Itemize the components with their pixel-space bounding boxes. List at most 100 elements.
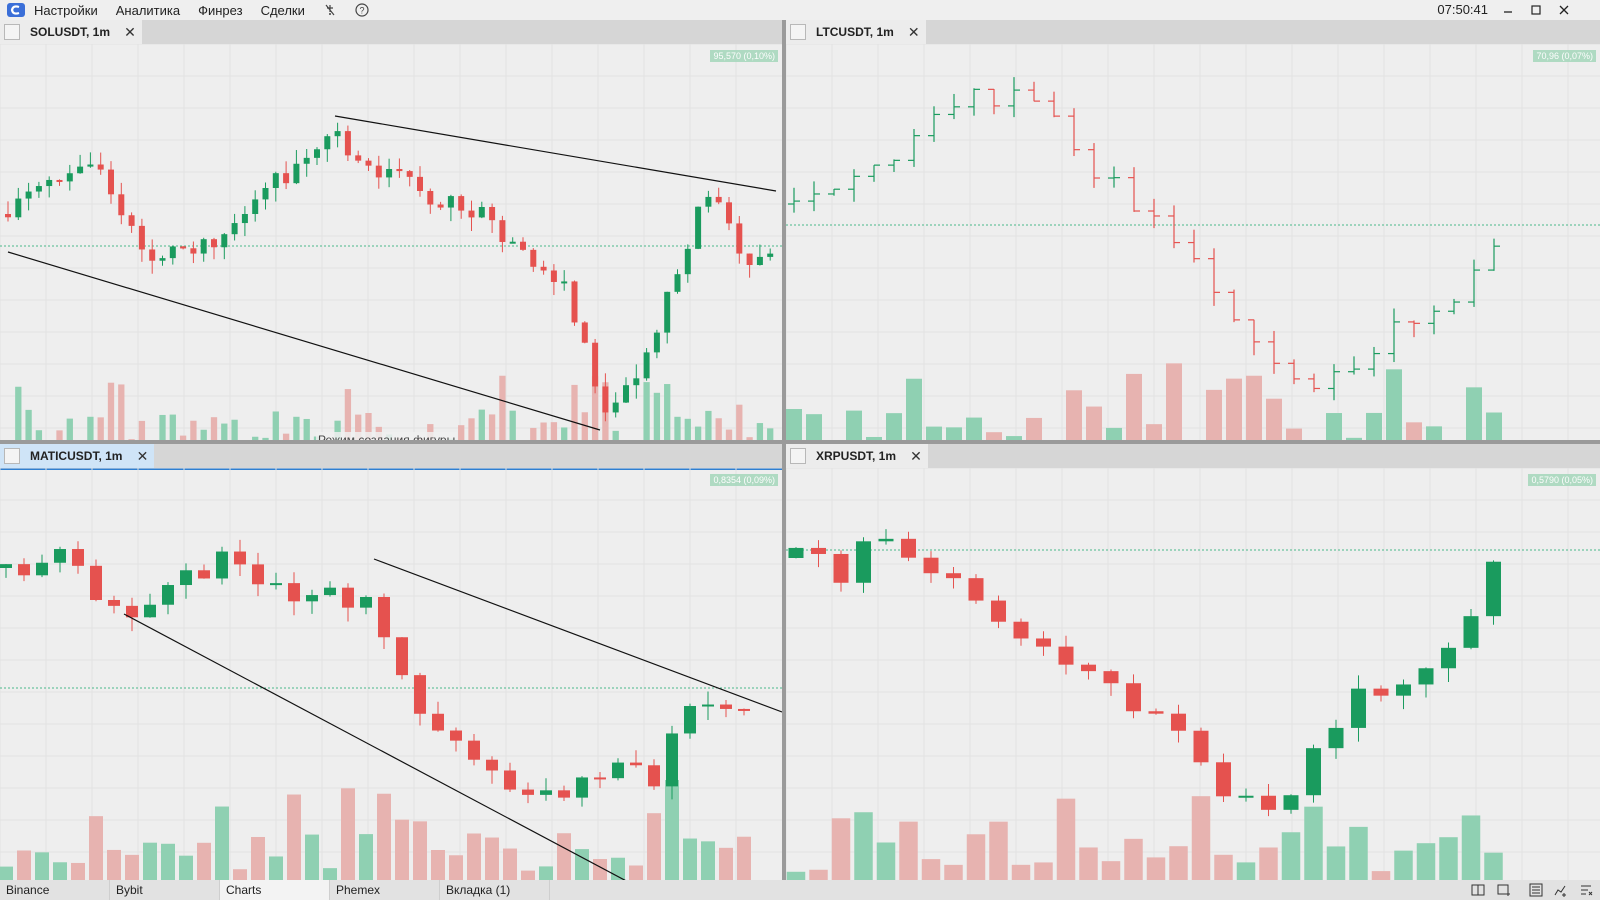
close-icon[interactable]: ✕ — [910, 447, 922, 464]
volume-bar — [736, 404, 743, 440]
menu-bar: Настройки Аналитика Финрез Сделки ? 07:5… — [0, 0, 1600, 20]
horizontal-splitter-right[interactable] — [786, 440, 1600, 444]
chart-panel-xrpusdt[interactable]: XRPUSDT, 1m ✕ 0,5790 (0,05%) — [786, 444, 1600, 880]
chart-panel-ltcusdt[interactable]: LTCUSDT, 1m ✕ 70,96 (0,07%) — [786, 20, 1600, 440]
candle-body — [406, 171, 413, 177]
candle-body — [288, 583, 300, 602]
volume-bar — [643, 382, 650, 440]
candle-body — [530, 249, 537, 267]
chart-tab-xrpusdt[interactable]: XRPUSDT, 1m ✕ — [786, 444, 929, 468]
candle-body — [108, 599, 120, 606]
candle-body — [432, 713, 444, 731]
volume-bar — [653, 392, 661, 440]
volume-bar — [35, 852, 49, 880]
chart-tab-solusdt[interactable]: SOLUSDT, 1m ✕ — [0, 20, 143, 44]
panel-tabbar: XRPUSDT, 1m ✕ — [786, 444, 1600, 468]
price-chart-solusdt[interactable] — [0, 44, 782, 440]
panel-tabbar: LTCUSDT, 1m ✕ — [786, 20, 1600, 44]
volume-bar — [1166, 363, 1182, 440]
candle-body — [162, 585, 174, 605]
chart-tab-maticusdt[interactable]: MATICUSDT, 1m ✕ — [0, 444, 155, 468]
bottom-tab-charts[interactable]: Charts — [220, 880, 330, 900]
volume-bar — [179, 435, 187, 440]
list-icon[interactable] — [1528, 882, 1544, 898]
volume-bar — [674, 416, 681, 440]
volume-bar — [161, 843, 175, 880]
last-price-tag: 0,8354 (0,09%) — [710, 474, 778, 486]
candle-body — [108, 169, 114, 195]
chart-add-icon[interactable] — [1552, 882, 1568, 898]
chart-tab-ltcusdt[interactable]: LTCUSDT, 1m ✕ — [786, 20, 926, 44]
volume-bar — [1066, 390, 1082, 440]
candle-body — [303, 157, 310, 164]
candle-body — [283, 173, 290, 184]
candle-body — [1396, 684, 1411, 696]
chart-panel-maticusdt[interactable]: MATICUSDT, 1m ✕ 0,8354 (0,09%) — [0, 444, 782, 880]
volume-bar — [1126, 373, 1142, 440]
volume-bar — [694, 426, 702, 440]
bottom-tab-vkladka[interactable]: Вкладка (1) — [440, 880, 550, 900]
candle-body — [856, 541, 871, 583]
candle-body — [684, 706, 696, 734]
settings-list-icon[interactable] — [1578, 882, 1594, 898]
candle-body — [386, 168, 393, 178]
price-chart-maticusdt[interactable] — [0, 468, 782, 880]
chart-tab-icon — [4, 448, 20, 464]
menu-deals[interactable]: Сделки — [260, 2, 305, 18]
candle-body — [97, 164, 104, 170]
candle-body — [149, 249, 156, 261]
bottom-tab-bybit[interactable]: Bybit — [110, 880, 220, 900]
minimize-icon[interactable] — [1496, 0, 1520, 20]
mute-icon[interactable] — [323, 3, 337, 17]
volume-bar — [87, 416, 94, 440]
volume-bar — [118, 384, 125, 440]
volume-bar — [854, 812, 873, 880]
chart-tab-title: SOLUSDT, 1m — [30, 25, 111, 39]
close-icon[interactable]: ✕ — [124, 23, 136, 40]
candle-body — [520, 241, 526, 250]
candle-body — [458, 196, 465, 211]
horizontal-splitter-left[interactable] — [0, 440, 782, 444]
close-window-icon[interactable] — [1552, 0, 1576, 20]
candle-body — [87, 164, 94, 167]
candle-body — [360, 596, 372, 608]
candle-body — [736, 223, 743, 254]
candle-body — [489, 206, 496, 221]
price-chart-ltcusdt[interactable] — [786, 44, 1600, 440]
volume-bar — [35, 430, 43, 440]
vertical-splitter[interactable] — [782, 20, 786, 880]
chart-panel-solusdt[interactable]: SOLUSDT, 1m ✕ 95,570 (0,10%) Режим созда… — [0, 20, 782, 440]
help-icon[interactable]: ? — [355, 3, 369, 17]
menu-finres[interactable]: Финрез — [198, 2, 243, 18]
volume-bar — [966, 834, 986, 880]
panel-tabbar: SOLUSDT, 1m ✕ — [0, 20, 782, 44]
price-chart-xrpusdt[interactable] — [786, 468, 1600, 880]
candle-body — [581, 322, 588, 343]
volume-bar — [806, 414, 822, 440]
maximize-icon[interactable] — [1524, 0, 1548, 20]
volume-bar — [334, 420, 341, 440]
chart-tab-title: MATICUSDT, 1m — [30, 449, 123, 463]
candle-body — [306, 595, 318, 602]
volume-bar — [0, 866, 13, 880]
volume-bar — [986, 432, 1002, 440]
bottom-tab-binance[interactable]: Binance — [0, 880, 110, 900]
layout-icon[interactable] — [1470, 882, 1486, 898]
volume-bar — [876, 842, 896, 880]
volume-bar — [647, 813, 661, 880]
candle-body — [833, 553, 849, 583]
volume-bar — [305, 834, 319, 880]
close-icon[interactable]: ✕ — [136, 447, 149, 464]
close-icon[interactable]: ✕ — [907, 23, 920, 40]
candle-body — [231, 223, 238, 235]
volume-bar — [272, 411, 279, 440]
volume-bar — [169, 414, 176, 440]
candle-body — [314, 149, 320, 158]
menu-analytics[interactable]: Аналитика — [115, 2, 181, 18]
menu-settings[interactable]: Настройки — [34, 2, 98, 18]
window-add-icon[interactable] — [1496, 882, 1512, 898]
volume-bar — [467, 833, 481, 880]
bottom-tab-phemex[interactable]: Phemex — [330, 880, 440, 900]
candle-body — [623, 385, 629, 403]
volume-bar — [944, 864, 963, 880]
